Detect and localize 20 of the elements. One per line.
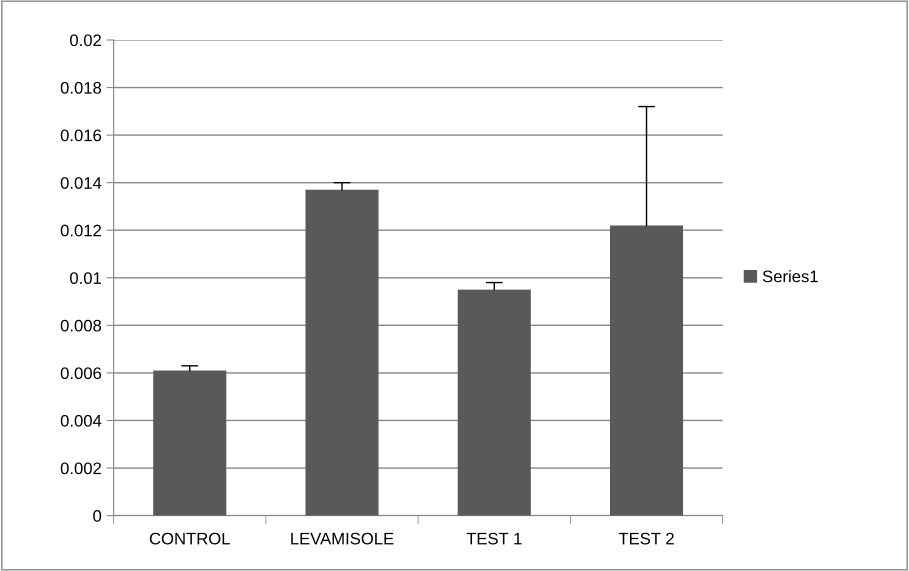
bar xyxy=(305,190,379,516)
y-tick-label: 0.014 xyxy=(60,177,102,189)
x-tick-label: TEST 1 xyxy=(466,532,522,545)
y-tick-label: 0.006 xyxy=(60,367,102,380)
y-tick-label: 0.002 xyxy=(60,462,101,474)
x-tick-label: LEVAMISOLE xyxy=(291,532,394,545)
bar xyxy=(458,290,531,516)
y-tick-label: 0.004 xyxy=(60,414,102,427)
y-tick-label: 0.012 xyxy=(60,224,101,236)
y-tick-label: 0.016 xyxy=(60,130,102,142)
x-tick-label: CONTROL xyxy=(150,532,230,545)
y-tick-label: 0.01 xyxy=(70,272,102,284)
legend-label: Series1 xyxy=(762,270,818,282)
y-tick-label: 0 xyxy=(93,510,102,522)
y-tick-label: 0.008 xyxy=(60,320,102,332)
y-tick-label: 0.02 xyxy=(70,34,101,46)
y-tick-label: 0.018 xyxy=(60,82,102,94)
x-tick-label: TEST 2 xyxy=(618,532,674,545)
bar xyxy=(610,225,684,516)
bar xyxy=(153,370,226,516)
